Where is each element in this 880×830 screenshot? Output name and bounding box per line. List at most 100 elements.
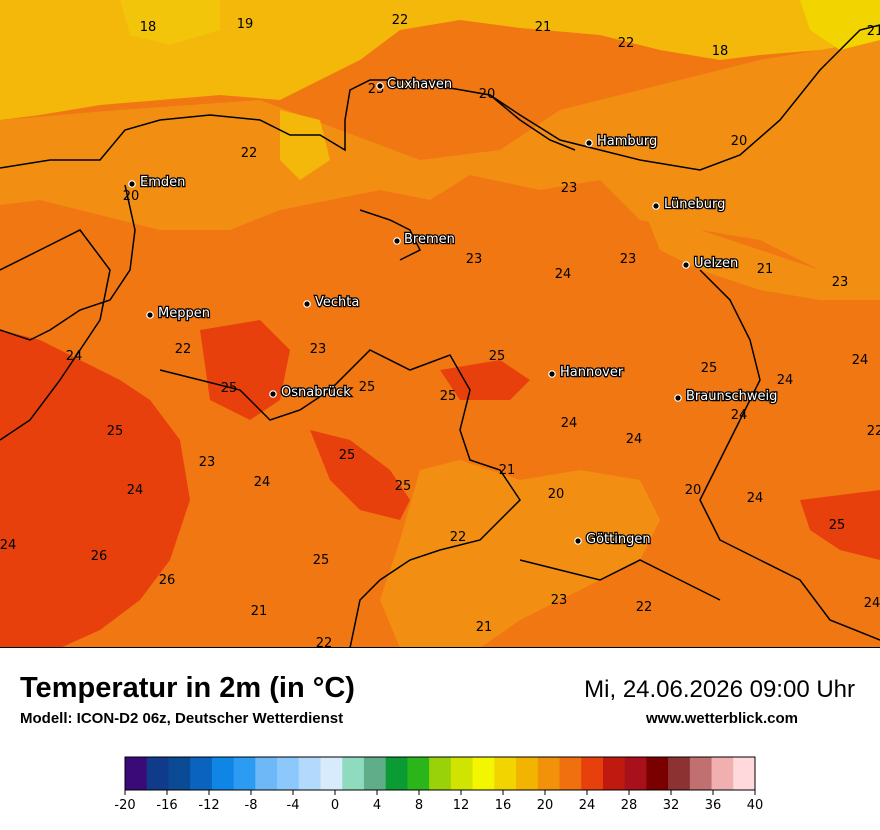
legend-tick-label: -8 <box>245 798 258 813</box>
temp-label: 23 <box>551 593 568 608</box>
temp-label: 26 <box>91 549 108 564</box>
elbe-line <box>489 24 880 171</box>
city-marker-braunschweig[interactable]: Braunschweig <box>674 388 779 405</box>
city-markers: Cuxhaven Hamburg Emden Lüneburg Bremen U… <box>128 76 779 548</box>
temp-zone-orange-east <box>640 200 880 300</box>
temp-label: 21 <box>251 604 268 619</box>
legend-swatch <box>125 757 148 790</box>
legend-swatch <box>581 757 604 790</box>
legend-frame <box>124 756 756 791</box>
state-border-south <box>519 559 721 601</box>
temp-label: 23 <box>466 252 483 267</box>
city-marker-uelzen[interactable]: Uelzen <box>682 255 739 272</box>
temp-label: 24 <box>777 373 794 388</box>
legend-swatch <box>429 757 452 790</box>
temp-label: 25 <box>359 380 376 395</box>
temp-zone-orange-south <box>380 460 660 648</box>
temp-label: 24 <box>561 416 578 431</box>
temperature-map: 18 19 22 21 22 18 21 23 20 22 20 20 23 2… <box>0 0 880 648</box>
temp-label: 21 <box>499 463 516 478</box>
borders <box>0 24 880 648</box>
temp-label: 24 <box>66 349 83 364</box>
city-marker-vechta[interactable]: Vechta <box>303 294 361 311</box>
temp-label: 22 <box>316 636 333 648</box>
legend-swatch <box>624 757 647 790</box>
temp-label: 19 <box>237 17 254 32</box>
city-label: Hannover <box>560 365 624 380</box>
page-title: Temperatur in 2m (in °C) <box>20 672 355 704</box>
legend-swatch <box>602 757 626 790</box>
temp-label: 21 <box>757 262 774 277</box>
city-label: Bremen <box>404 232 455 247</box>
temp-label: 24 <box>0 538 16 553</box>
city-label: Vechta <box>315 295 359 310</box>
temp-label: 24 <box>852 353 869 368</box>
temp-label: 25 <box>440 389 457 404</box>
temp-label: 25 <box>107 424 124 439</box>
legend-swatch <box>472 757 495 790</box>
city-label: Lüneburg <box>664 197 725 212</box>
temp-label: 24 <box>864 596 880 611</box>
legend-tick-label: 28 <box>621 798 638 813</box>
temp-zone-red-east <box>800 490 880 560</box>
legend-swatch <box>516 757 539 790</box>
city-marker-lueneburg[interactable]: Lüneburg <box>652 196 727 213</box>
temp-label: 24 <box>254 475 271 490</box>
model-subtitle: Modell: ICON-D2 06z, Deutscher Wetterdie… <box>20 710 344 727</box>
temp-label: 22 <box>241 146 258 161</box>
state-border-east <box>699 269 880 641</box>
temp-label: 22 <box>636 600 653 615</box>
temp-label: 24 <box>747 491 764 506</box>
city-marker-emden[interactable]: Emden <box>128 174 187 191</box>
temp-label: 26 <box>159 573 176 588</box>
temp-label: 20 <box>479 87 496 102</box>
temp-label: 20 <box>685 483 702 498</box>
temp-zone-red-hannover <box>440 360 530 400</box>
temp-label: 22 <box>618 36 635 51</box>
temp-label: 24 <box>555 267 572 282</box>
legend-tick-label: 32 <box>663 798 680 813</box>
city-label: Uelzen <box>694 256 738 271</box>
legend-swatch <box>385 757 408 790</box>
legend-tick-label: -16 <box>156 798 177 813</box>
temp-label: 25 <box>313 553 330 568</box>
legend-tick-label: 12 <box>453 798 470 813</box>
city-label: Göttingen <box>586 532 651 547</box>
legend-swatch <box>211 757 235 790</box>
temp-zone-red-osnabrueck <box>200 320 290 420</box>
legend-swatch <box>689 757 713 790</box>
legend-tick-label: 16 <box>495 798 512 813</box>
city-marker-hamburg[interactable]: Hamburg <box>585 133 659 150</box>
bremen-border <box>359 209 422 261</box>
city-marker-cuxhaven[interactable]: Cuxhaven <box>376 76 453 93</box>
temp-zone-red-southwest <box>0 330 190 648</box>
legend-swatch <box>537 757 560 790</box>
city-marker-bremen[interactable]: Bremen <box>393 231 456 248</box>
legend-swatch <box>298 757 322 790</box>
temp-label: 25 <box>701 361 718 376</box>
city-label: Hamburg <box>597 134 657 149</box>
legend-swatch <box>668 757 691 790</box>
legend-swatch <box>320 757 343 790</box>
temp-label: 24 <box>731 408 748 423</box>
temp-label: 21 <box>867 24 880 39</box>
legend-swatch <box>363 757 387 790</box>
temp-label: 24 <box>127 483 144 498</box>
legend-tick-label: 40 <box>747 798 764 813</box>
temperature-labels: 18 19 22 21 22 18 21 23 20 22 20 20 23 2… <box>0 13 880 648</box>
legend-tick-label: -4 <box>287 798 300 813</box>
city-label: Braunschweig <box>686 389 777 404</box>
city-marker-goettingen[interactable]: Göttingen <box>574 531 652 548</box>
legend-swatch <box>733 757 756 790</box>
forecast-datetime: Mi, 24.06.2026 09:00 Uhr <box>584 676 855 703</box>
city-marker-osnabrueck[interactable]: Osnabrück <box>269 384 352 401</box>
legend-swatch <box>233 757 256 790</box>
city-marker-hannover[interactable]: Hannover <box>548 364 625 381</box>
temp-label: 25 <box>395 479 412 494</box>
legend-swatch <box>450 757 474 790</box>
city-marker-meppen[interactable]: Meppen <box>146 305 211 322</box>
legend-swatch <box>146 757 169 790</box>
temp-label: 20 <box>123 189 140 204</box>
website-link[interactable]: www.wetterblick.com <box>646 710 798 727</box>
temp-zone-yellow-ne <box>800 0 880 50</box>
